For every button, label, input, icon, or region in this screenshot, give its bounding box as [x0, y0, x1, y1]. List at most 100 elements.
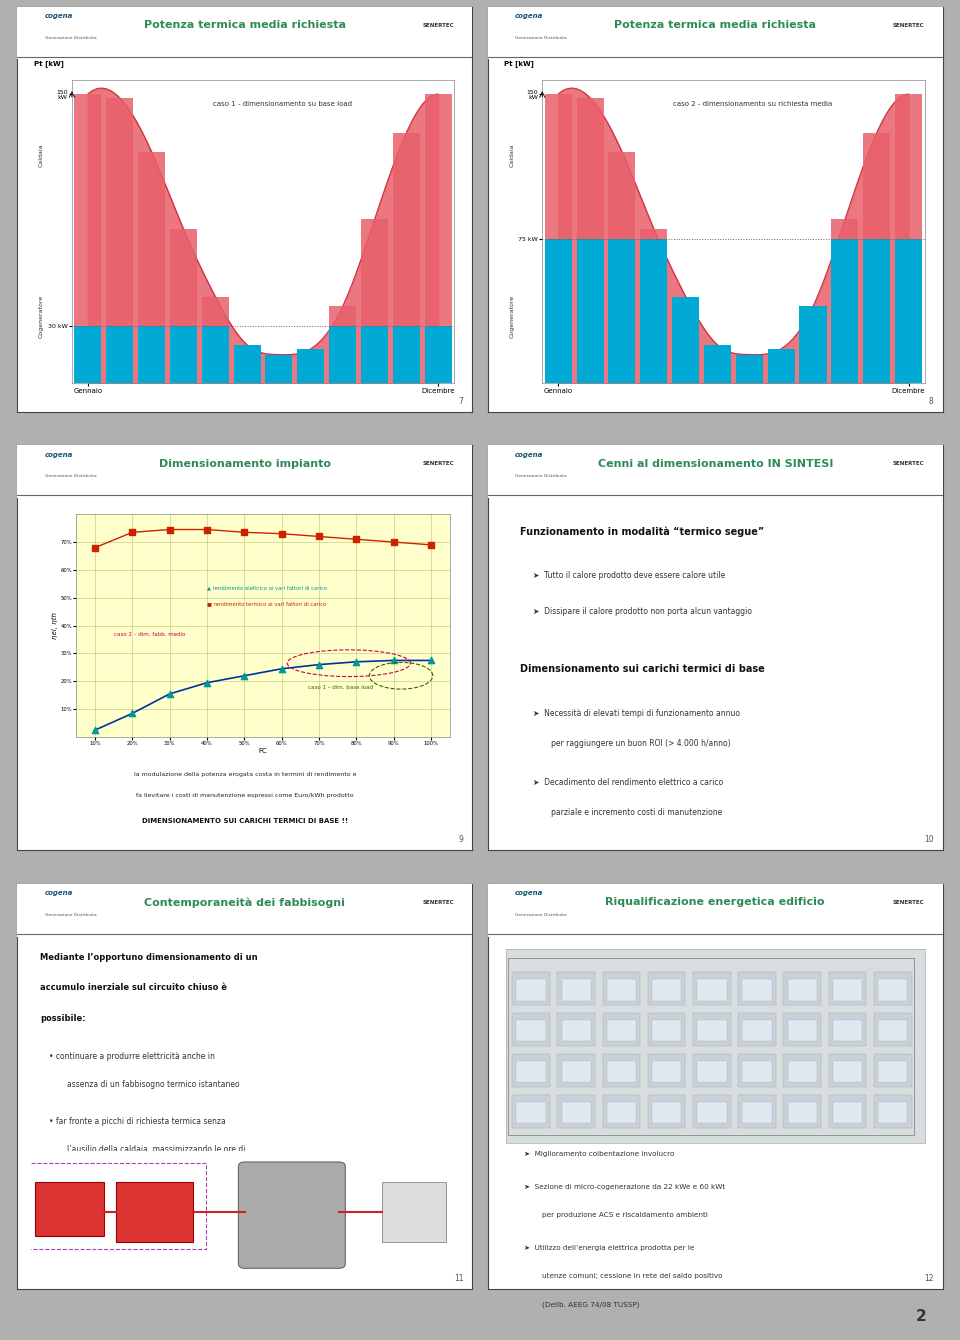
Bar: [874, 1095, 912, 1128]
Bar: [424, 94, 452, 326]
Bar: [233, 344, 260, 383]
Bar: [298, 348, 324, 383]
Text: Caldaia: Caldaia: [38, 143, 44, 168]
Bar: [693, 1095, 731, 1128]
Text: ■ rendimento termico ai vari fattori di carico: ■ rendimento termico ai vari fattori di …: [207, 600, 326, 606]
Bar: [603, 1053, 640, 1087]
Text: per raggiungere un buon ROI (> 4.000 h/anno): per raggiungere un buon ROI (> 4.000 h/a…: [551, 740, 731, 748]
Text: SENERTEC: SENERTEC: [893, 23, 924, 28]
Text: cogena: cogena: [44, 13, 73, 19]
Bar: [878, 1020, 907, 1041]
Text: Dimensionamento impianto: Dimensionamento impianto: [158, 458, 331, 469]
Point: [386, 650, 401, 671]
Text: ➤  Sezione di micro-cogenerazione da 22 kWe e 60 kWt: ➤ Sezione di micro-cogenerazione da 22 k…: [524, 1183, 726, 1190]
Bar: [878, 980, 907, 1001]
Text: cogena: cogena: [44, 452, 73, 458]
Point: [348, 528, 364, 549]
Bar: [562, 1061, 590, 1083]
Point: [237, 521, 252, 543]
Text: ➤  Utilizzo dell’energia elettrica prodotta per le: ➤ Utilizzo dell’energia elettrica prodot…: [524, 1245, 694, 1250]
Bar: [693, 1053, 731, 1087]
Bar: [783, 1013, 821, 1047]
Text: per produzione ACS e riscaldamento ambienti: per produzione ACS e riscaldamento ambie…: [542, 1213, 708, 1218]
Text: Cogeneratore: Cogeneratore: [509, 295, 515, 338]
Bar: [424, 326, 452, 383]
Text: fa lievitare i costi di manutenzione espressi come Euro/kWh prodotto: fa lievitare i costi di manutenzione esp…: [136, 793, 353, 799]
Bar: [393, 133, 420, 326]
Bar: [828, 1053, 866, 1087]
Bar: [828, 1013, 866, 1047]
Bar: [202, 326, 228, 383]
Bar: [607, 1101, 636, 1123]
Bar: [878, 1101, 907, 1123]
Text: DIMENSIONAMENTO SUI CARICHI TERMICI DI BASE !!: DIMENSIONAMENTO SUI CARICHI TERMICI DI B…: [142, 817, 348, 824]
Text: ➤  Dissipare il calore prodotto non porta alcun vantaggio: ➤ Dissipare il calore prodotto non porta…: [533, 607, 753, 616]
Point: [162, 519, 178, 540]
Bar: [652, 1020, 682, 1041]
Bar: [329, 326, 356, 383]
Point: [274, 658, 289, 679]
Text: Pt [kW]: Pt [kW]: [34, 60, 63, 67]
Text: Potenza termica media richiesta: Potenza termica media richiesta: [144, 20, 346, 29]
Point: [423, 650, 439, 671]
Text: 2: 2: [916, 1309, 926, 1324]
Bar: [895, 239, 923, 383]
Text: Cogeneratore: Cogeneratore: [38, 295, 44, 338]
Text: ▲ rendimento elettrico ai vari fattori di carico: ▲ rendimento elettrico ai vari fattori d…: [207, 586, 327, 590]
Text: ➤  Tutto il calore prodotto deve essere calore utile: ➤ Tutto il calore prodotto deve essere c…: [533, 571, 726, 580]
Bar: [787, 980, 817, 1001]
Bar: [640, 239, 667, 383]
Bar: [74, 326, 102, 383]
Point: [125, 702, 140, 724]
Bar: [361, 326, 388, 383]
Bar: [265, 355, 293, 383]
Text: • continuare a produrre elettricità anche in: • continuare a produrre elettricità anch…: [49, 1052, 215, 1061]
Text: Riqualificazione energetica edificio: Riqualificazione energetica edificio: [606, 898, 825, 907]
Bar: [874, 972, 912, 1005]
Text: 10: 10: [924, 835, 934, 844]
Bar: [874, 1053, 912, 1087]
Text: funzionamento del/dei cogeneratore/i e quindi il: funzionamento del/dei cogeneratore/i e q…: [67, 1174, 252, 1183]
Bar: [513, 1053, 550, 1087]
Text: SENERTEC: SENERTEC: [893, 461, 924, 466]
Bar: [607, 980, 636, 1001]
Bar: [516, 1101, 545, 1123]
Text: Generazione Distribuita: Generazione Distribuita: [515, 474, 566, 478]
Text: 9: 9: [458, 835, 464, 844]
Bar: [787, 1101, 817, 1123]
FancyBboxPatch shape: [116, 1182, 194, 1242]
Bar: [544, 94, 572, 239]
Bar: [863, 239, 890, 383]
Text: Generazione Distribuita: Generazione Distribuita: [515, 36, 566, 40]
Text: Potenza termica media richiesta: Potenza termica media richiesta: [614, 20, 816, 29]
Point: [348, 651, 364, 673]
Bar: [672, 296, 699, 383]
Bar: [640, 229, 667, 239]
Point: [200, 671, 215, 693]
Text: risparmio energetico: risparmio energetico: [67, 1202, 147, 1211]
Bar: [648, 1013, 685, 1047]
Bar: [516, 980, 545, 1001]
Bar: [513, 1013, 550, 1047]
Bar: [783, 1053, 821, 1087]
Bar: [603, 972, 640, 1005]
Point: [237, 665, 252, 686]
Text: Mediante l’opportuno dimensionamento di un: Mediante l’opportuno dimensionamento di …: [40, 953, 257, 962]
Bar: [833, 980, 862, 1001]
Bar: [697, 1020, 727, 1041]
Bar: [768, 348, 795, 383]
Bar: [74, 94, 102, 326]
Point: [87, 537, 103, 559]
Bar: [874, 1013, 912, 1047]
Bar: [558, 1053, 595, 1087]
Bar: [648, 1053, 685, 1087]
Text: ➤  Decadimento del rendimento elettrico a carico: ➤ Decadimento del rendimento elettrico a…: [533, 777, 723, 787]
Point: [311, 654, 326, 675]
Bar: [393, 326, 420, 383]
Text: utenze comuni; cessione in rete del saldo positivo: utenze comuni; cessione in rete del sald…: [542, 1273, 723, 1278]
Text: Contemporaneità dei fabbisogni: Contemporaneità dei fabbisogni: [144, 898, 346, 907]
Text: la modulazione della potenza erogata costa in termini di rendimento e: la modulazione della potenza erogata cos…: [133, 772, 356, 777]
Bar: [742, 1101, 772, 1123]
Bar: [609, 151, 636, 239]
Point: [423, 535, 439, 556]
